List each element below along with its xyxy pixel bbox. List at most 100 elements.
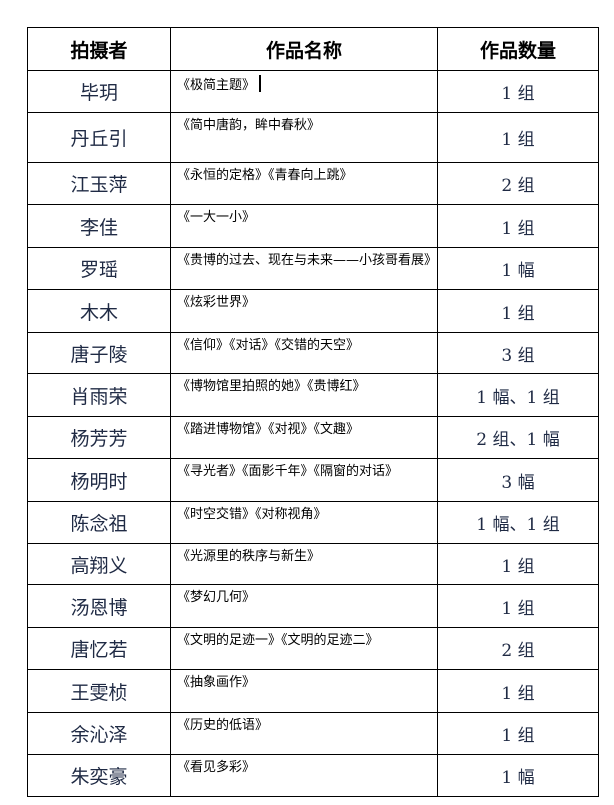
photographer-cell-text: 唐子陵 (70, 343, 128, 366)
photographer-cell[interactable]: 木木 (27, 289, 171, 333)
count-cell[interactable]: 1 幅、1 组 (437, 373, 599, 417)
photographer-cell-text: 丹丘引 (70, 128, 128, 150)
works-cell[interactable]: 《寻光者》《面影千年》《隔窗的对话》 (170, 458, 438, 502)
count-cell[interactable]: 3 幅 (437, 458, 599, 502)
works-cell-text: 《历史的低语》 (177, 718, 269, 733)
count-cell[interactable]: 1 组 (437, 712, 599, 755)
table-row: 罗瑶 《贵博的过去、现在与未来——小孩哥看展》 1 幅 (27, 247, 599, 290)
photographer-cell[interactable]: 王雯桢 (27, 669, 171, 713)
table-row: 余沁泽 《历史的低语》 1 组 (27, 712, 599, 755)
photographer-cell-text: 汤恩博 (70, 596, 128, 619)
count-cell[interactable]: 1 组 (437, 112, 599, 163)
count-cell[interactable]: 2 组、1 幅 (437, 416, 599, 459)
count-cell[interactable]: 1 组 (437, 543, 599, 585)
photographer-cell[interactable]: 丹丘引 (27, 112, 171, 163)
count-cell-text: 1 组 (501, 218, 535, 239)
works-cell[interactable]: 《抽象画作》 (170, 669, 438, 713)
works-cell[interactable]: 《炫彩世界》 (170, 289, 438, 333)
photographer-cell-text: 毕玥 (79, 82, 118, 104)
count-cell[interactable]: 1 组 (437, 70, 599, 113)
photographer-cell[interactable]: 陈念祖 (27, 501, 171, 544)
table-row: 高翔义 《光源里的秩序与新生》 1 组 (27, 543, 599, 585)
table-row: 王雯桢 《抽象画作》 1 组 (27, 669, 599, 713)
count-cell[interactable]: 2 组 (437, 162, 599, 205)
count-cell-text: 2 组 (501, 641, 535, 661)
photographer-cell-text: 唐忆若 (70, 639, 128, 661)
header-works: 作品名称 (170, 27, 438, 71)
photographer-cell-text: 王雯桢 (70, 681, 128, 704)
works-cell[interactable]: 《光源里的秩序与新生》 (170, 543, 438, 585)
count-cell[interactable]: 2 组 (437, 627, 599, 670)
works-cell[interactable]: 《文明的足迹一》《文明的足迹二》 (170, 627, 438, 670)
photographer-cell[interactable]: 李佳 (27, 204, 171, 248)
works-cell[interactable]: 《极简主题》 (170, 70, 438, 113)
count-cell[interactable]: 1 组 (437, 204, 599, 248)
photographer-cell-text: 杨明时 (70, 470, 128, 493)
count-cell-text: 1 组 (501, 726, 535, 746)
photographer-cell[interactable]: 杨明时 (27, 458, 171, 502)
works-cell[interactable]: 《信仰》《对话》《交错的天空》 (170, 332, 438, 374)
works-cell[interactable]: 《贵博的过去、现在与未来——小孩哥看展》 (170, 247, 438, 290)
works-cell-text: 《光源里的秩序与新生》 (177, 549, 321, 564)
count-cell-text: 2 组、1 幅 (476, 430, 560, 450)
works-cell[interactable]: 《看见多彩》 (170, 754, 438, 797)
count-cell[interactable]: 1 幅 (437, 247, 599, 290)
table-row: 唐子陵 《信仰》《对话》《交错的天空》 3 组 (27, 332, 599, 374)
works-cell-text: 《简中唐韵，眸中春秋》 (177, 118, 321, 133)
works-cell-text: 《看见多彩》 (177, 760, 256, 775)
photographer-cell-text: 肖雨荣 (70, 385, 128, 408)
count-cell[interactable]: 1 组 (437, 584, 599, 628)
photographer-cell[interactable]: 唐子陵 (27, 332, 171, 374)
count-cell-text: 1 幅 (501, 261, 535, 281)
header-row: 拍摄者 作品名称 作品数量 (27, 27, 599, 71)
works-cell[interactable]: 《历史的低语》 (170, 712, 438, 755)
count-cell-text: 3 幅 (501, 472, 535, 493)
works-cell-text: 《抽象画作》 (177, 675, 256, 690)
works-cell[interactable]: 《一大一小》 (170, 204, 438, 248)
works-cell[interactable]: 《博物馆里拍照的她》《贵博红》 (170, 373, 438, 417)
photographer-cell[interactable]: 毕玥 (27, 70, 171, 113)
photographer-cell-text: 江玉萍 (70, 174, 128, 196)
count-cell-text: 1 组 (501, 683, 535, 704)
works-cell[interactable]: 《时空交错》《对称视角》 (170, 501, 438, 544)
header-count: 作品数量 (437, 27, 599, 71)
count-cell-text: 1 幅、1 组 (476, 387, 560, 408)
works-cell[interactable]: 《梦幻几何》 (170, 584, 438, 628)
count-cell[interactable]: 3 组 (437, 332, 599, 374)
photographer-cell[interactable]: 高翔义 (27, 543, 171, 585)
photographer-cell[interactable]: 杨芳芳 (27, 416, 171, 459)
table-row: 李佳 《一大一小》 1 组 (27, 204, 599, 248)
count-cell[interactable]: 1 组 (437, 289, 599, 333)
photographer-cell[interactable]: 肖雨荣 (27, 373, 171, 417)
photographer-cell-text: 高翔义 (70, 554, 128, 577)
photographer-cell[interactable]: 朱奕豪 (27, 754, 171, 797)
table-row: 毕玥 《极简主题》 1 组 (27, 70, 599, 113)
count-cell-text: 1 组 (501, 130, 535, 150)
works-cell-text: 《信仰》《对话》《交错的天空》 (177, 338, 360, 353)
works-cell-text: 《博物馆里拍照的她》《贵博红》 (177, 379, 366, 394)
works-cell[interactable]: 《简中唐韵，眸中春秋》 (170, 112, 438, 163)
works-table: 拍摄者 作品名称 作品数量 毕玥 《极简主题》 1 组丹丘引 《简中唐韵，眸中春秋》 1… (27, 27, 599, 797)
works-cell[interactable]: 《永恒的定格》《青春向上跳》 (170, 162, 438, 205)
table-row: 肖雨荣 《博物馆里拍照的她》《贵博红》 1 幅、1 组 (27, 373, 599, 417)
header-photographer: 拍摄者 (27, 27, 171, 71)
table-row: 朱奕豪 《看见多彩》 1 幅 (27, 754, 599, 797)
table-row: 汤恩博 《梦幻几何》 1 组 (27, 584, 599, 628)
works-cell[interactable]: 《踏进博物馆》《对视》《文趣》 (170, 416, 438, 459)
works-cell-text: 《一大一小》 (177, 210, 256, 225)
photographer-cell-text: 陈念祖 (70, 513, 128, 535)
photographer-cell[interactable]: 汤恩博 (27, 584, 171, 628)
photographer-cell[interactable]: 余沁泽 (27, 712, 171, 755)
photographer-cell-text: 余沁泽 (70, 724, 128, 746)
works-cell-text: 《踏进博物馆》《对视》《文趣》 (177, 422, 360, 437)
count-cell[interactable]: 1 幅、1 组 (437, 501, 599, 544)
count-cell-text: 2 组 (501, 176, 535, 196)
table-row: 杨芳芳 《踏进博物馆》《对视》《文趣》 2 组、1 幅 (27, 416, 599, 459)
photographer-cell[interactable]: 唐忆若 (27, 627, 171, 670)
count-cell[interactable]: 1 幅 (437, 754, 599, 797)
count-cell[interactable]: 1 组 (437, 669, 599, 713)
photographer-cell-text: 李佳 (79, 216, 118, 239)
photographer-cell[interactable]: 罗瑶 (27, 247, 171, 290)
photographer-cell-text: 朱奕豪 (70, 766, 128, 788)
photographer-cell[interactable]: 江玉萍 (27, 162, 171, 205)
